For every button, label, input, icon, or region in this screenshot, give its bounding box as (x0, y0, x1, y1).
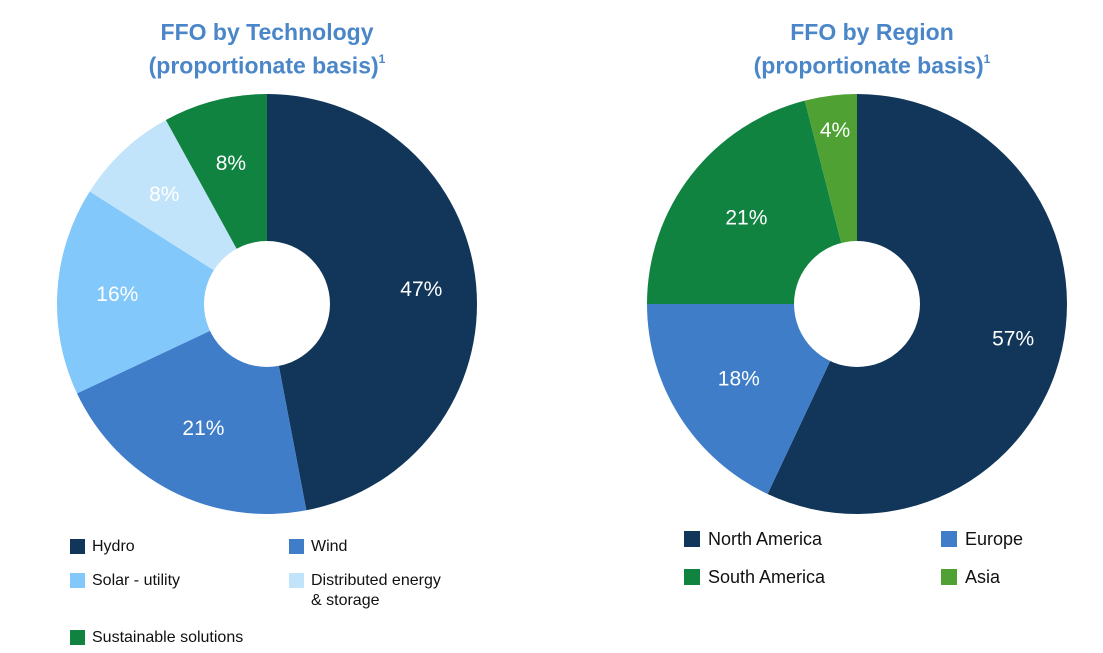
legend-swatch (941, 569, 957, 585)
data-label: 57% (992, 327, 1034, 350)
pie-slice-distributed-energy-storage (89, 119, 268, 305)
pie-slice-solar-utility (57, 191, 268, 394)
data-label: 4% (820, 119, 850, 142)
legend-item-sustainable-solutions: Sustainable solutions (70, 628, 243, 648)
legend-swatch (684, 569, 700, 585)
legend-swatch (684, 531, 700, 547)
donut-hole (794, 241, 920, 367)
legend-label: Distributed energy (311, 572, 441, 589)
chart-ffo-by-technology: FFO by Technology (proportionate basis)1… (0, 0, 540, 653)
data-label: 18% (718, 368, 760, 391)
legend-swatch (941, 531, 957, 547)
legend-label-block: Distributed energy & storage (311, 571, 441, 611)
legend-swatch (70, 630, 85, 645)
legend-label: Europe (965, 529, 1024, 549)
legend-swatch (70, 539, 85, 554)
legend-item-asia: Asia (941, 566, 1000, 588)
legend-swatch (70, 573, 85, 588)
data-label: 8% (216, 152, 246, 175)
data-label: 16% (96, 283, 138, 306)
legend-label: North America (708, 529, 823, 549)
donut-hole (204, 241, 330, 367)
footnote-marker: 1 (378, 52, 386, 66)
donut-chart-region: 57% 18% 21% 4% (647, 94, 1067, 514)
chart-title-line2: (proportionate basis) (148, 52, 379, 79)
legend-label: Hydro (92, 538, 135, 555)
chart-title-line2: (proportionate basis) (753, 52, 984, 79)
data-label: 21% (725, 207, 767, 230)
legend-label: Solar - utility (92, 572, 181, 589)
data-label: 47% (400, 278, 442, 301)
donut-chart-technology: 47% 21% 16% 8% 8% (57, 94, 478, 514)
legend-item-south-america: South America (684, 566, 825, 588)
legend-label: Sustainable solutions (92, 629, 244, 646)
legend-swatch (289, 573, 304, 588)
legend-item-solar-utility: Solar - utility (70, 571, 180, 591)
chart-title-line1: FFO by Technology (160, 19, 374, 45)
legend-item-hydro: Hydro (70, 537, 135, 557)
legend-item-europe: Europe (941, 528, 1023, 550)
legend-label: Wind (311, 538, 348, 555)
legend-item-distributed-energy: Distributed energy & storage (289, 571, 441, 611)
legend-item-wind: Wind (289, 537, 347, 557)
legend-label: Asia (965, 567, 1001, 587)
footnote-marker: 1 (983, 52, 991, 66)
chart-title: FFO by Region (proportionate basis)1 (560, 18, 1103, 81)
data-label: 8% (149, 183, 179, 206)
pie-slice-hydro (267, 94, 478, 511)
pie-slice-europe (647, 304, 857, 495)
legend-label: South America (708, 567, 826, 587)
legend-swatch (289, 539, 304, 554)
chart-ffo-by-region: FFO by Region (proportionate basis)1 57%… (560, 0, 1103, 653)
legend-label-line2: & storage (311, 592, 380, 609)
chart-title: FFO by Technology (proportionate basis)1 (0, 18, 534, 81)
chart-title-line1: FFO by Region (790, 19, 954, 45)
data-label: 21% (182, 417, 224, 440)
legend-item-north-america: North America (684, 528, 822, 550)
pie-slice-south-america (647, 100, 857, 304)
